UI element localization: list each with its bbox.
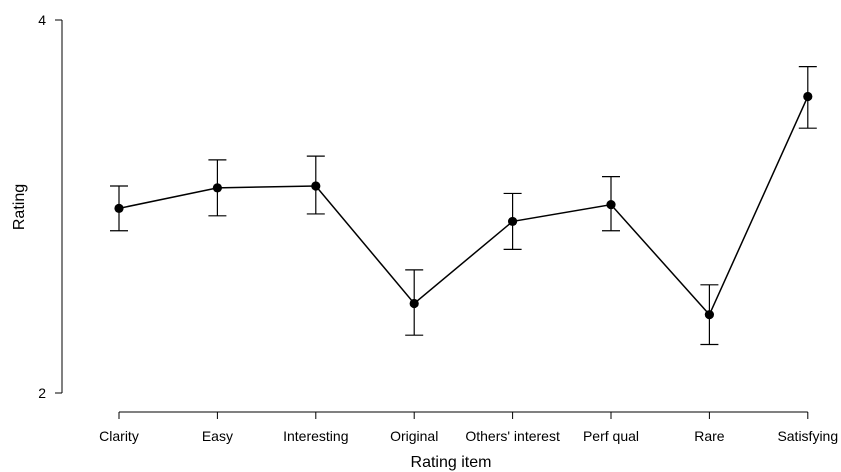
data-point xyxy=(606,200,616,210)
data-point xyxy=(212,183,222,193)
y-axis: 24 xyxy=(38,12,63,401)
x-tick-label: Original xyxy=(390,428,438,444)
x-tick-label: Easy xyxy=(202,428,233,444)
x-tick-label: Clarity xyxy=(99,428,139,444)
x-tick-label: Perf qual xyxy=(583,428,639,444)
x-tick-label: Others' interest xyxy=(465,428,560,444)
series xyxy=(110,66,817,346)
data-point xyxy=(507,216,518,227)
data-point xyxy=(704,310,715,320)
x-tick-label: Rare xyxy=(694,428,725,444)
x-tick-label: Satisfying xyxy=(777,428,838,444)
data-point xyxy=(803,91,813,102)
data-point xyxy=(311,181,321,191)
data-point xyxy=(409,298,419,309)
series-line xyxy=(118,96,809,317)
x-axis: Clarity Easy Interesting Original Others' in… xyxy=(99,411,838,444)
data-point xyxy=(114,203,124,213)
y-tick-label: 2 xyxy=(38,385,46,401)
y-tick-label: 4 xyxy=(38,12,46,28)
y-axis-title: Rating xyxy=(11,184,28,230)
x-tick-label: Interesting xyxy=(283,428,348,444)
x-axis-title: Rating item xyxy=(411,454,492,471)
